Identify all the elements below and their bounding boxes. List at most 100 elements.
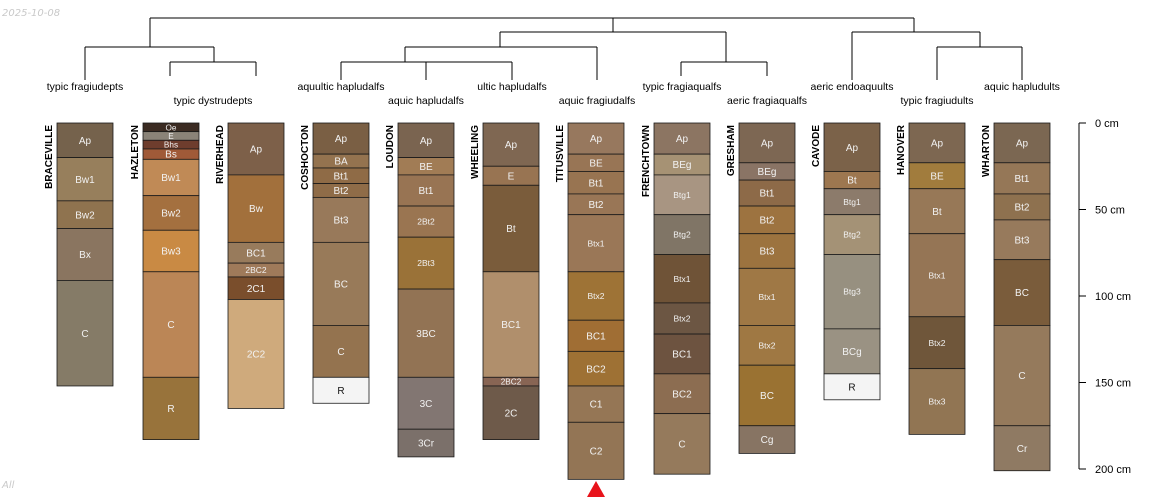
horizon-band: [482, 385, 540, 440]
horizon-band: [738, 233, 796, 269]
horizon-band: [738, 425, 796, 454]
horizon-band: [56, 122, 114, 158]
horizon-label: Bt3: [1014, 235, 1029, 246]
horizon-band: [227, 174, 285, 243]
marker-layer: [587, 481, 605, 497]
horizon-band: [227, 299, 285, 409]
axis-tick-label: 200 cm: [1095, 464, 1131, 476]
soil-profile: Ap Bw BC1 2BC2 2C1 2C2 RIVERHEAD: [215, 122, 285, 409]
horizon-label: Bw2: [75, 210, 95, 221]
horizon-band: [142, 158, 200, 197]
taxa-label: typic fragiaqualfs: [643, 81, 722, 93]
taxa-label: typic fragiudults: [901, 95, 974, 107]
horizon-label: Bt3: [333, 215, 348, 226]
horizon-label: 2C1: [247, 284, 266, 295]
horizon-band: [653, 214, 711, 255]
horizon-label: Bt1: [333, 171, 348, 182]
horizon-label: BC: [1015, 288, 1029, 299]
profile-name: RIVERHEAD: [215, 125, 226, 184]
horizon-label: Bt1: [1014, 174, 1029, 185]
horizon-label: Btx2: [587, 291, 604, 301]
horizon-label: Bw: [249, 204, 264, 215]
horizon-band: [312, 122, 370, 155]
horizon-band: [738, 179, 796, 207]
horizon-band: [908, 122, 966, 164]
horizon-band: [312, 325, 370, 378]
taxa-label: aquic hapludalfs: [388, 95, 464, 107]
horizon-label: C1: [590, 400, 603, 411]
horizon-label: BEg: [673, 160, 692, 171]
soil-profile: Ap BE Bt1 2Bt2 2Bt3 3BC 3C 3Cr LOUDON: [385, 122, 455, 458]
horizon-label: Oe: [166, 123, 177, 132]
horizon-band: [312, 376, 370, 404]
horizon-label: R: [337, 386, 344, 397]
horizon-band: [142, 271, 200, 378]
horizon-label: Bt: [932, 207, 942, 218]
horizon-label: Btg1: [843, 197, 861, 207]
horizon-label: Btg3: [843, 287, 861, 297]
taxa-label: typic fragiudepts: [47, 81, 123, 93]
horizon-label: Bw1: [161, 173, 181, 184]
profile-name: FRENCHTOWN: [641, 125, 652, 197]
horizon-label: 3BC: [416, 329, 435, 340]
profile-name: BRACEVILLE: [44, 125, 55, 189]
horizon-band: [738, 325, 796, 366]
horizon-band: [482, 271, 540, 378]
horizon-label: BEg: [758, 167, 777, 178]
horizon-label: Bw1: [75, 175, 95, 186]
soil-profile: Ap Bt Btg1 Btg2 Btg3 BCg R CAVODE: [811, 122, 881, 401]
depth-axis: 0 cm 50 cm 100 cm 150 cm 200 cm: [1078, 118, 1131, 476]
horizon-label: C: [678, 440, 685, 451]
marker-triangle: [587, 481, 605, 497]
profile-name: CAVODE: [811, 125, 822, 167]
horizon-label: Cg: [761, 435, 774, 446]
horizon-band: [397, 288, 455, 378]
soil-profile: Ap Bt1 Bt2 Bt3 BC C Cr WHARTON: [981, 122, 1051, 472]
horizon-label: Bt1: [588, 178, 603, 189]
taxa-label: aquic hapludults: [984, 81, 1060, 93]
horizon-label: Bt2: [333, 186, 348, 197]
horizon-label: BC1: [586, 331, 606, 342]
horizon-label: Bw2: [161, 209, 181, 220]
horizon-label: BC2: [672, 389, 692, 400]
horizon-label: BA: [334, 157, 348, 168]
horizon-band: [823, 254, 881, 330]
horizon-label: 2C2: [247, 350, 266, 361]
horizon-label: BC1: [501, 320, 521, 331]
horizon-band: [993, 259, 1051, 326]
horizon-label: Btx2: [928, 338, 945, 348]
horizon-label: Btx3: [928, 397, 945, 407]
taxa-label: aeric fragiaqualfs: [727, 95, 807, 107]
taxa-label: aeric endoaquults: [811, 81, 894, 93]
profile-name: COSHOCTON: [300, 125, 311, 190]
profile-name: TITUSVILLE: [555, 125, 566, 183]
horizon-band: [56, 157, 114, 202]
horizon-label: R: [848, 382, 855, 393]
soil-profile: Ap BE Bt Btx1 Btx2 Btx3 HANOVER: [896, 122, 966, 435]
horizon-band: [56, 200, 114, 229]
horizon-label: Ap: [79, 136, 92, 147]
soil-profile: Ap BE Bt1 Bt2 Btx1 Btx2 BC1 BC2 C1 C2 TITUSVILLE: [555, 122, 625, 480]
horizon-label: Ap: [250, 145, 263, 156]
horizon-band: [397, 428, 455, 458]
horizon-band: [823, 214, 881, 255]
horizon-label: Bt1: [418, 186, 433, 197]
horizon-band: [312, 241, 370, 326]
horizon-band: [823, 373, 881, 401]
soil-profile: Ap E Bt BC1 2BC2 2C WHEELING: [470, 122, 540, 440]
horizon-label: BC2: [586, 364, 606, 375]
soil-profile: Ap BEg Btg1 Btg2 Btx1 Btx2 BC1 BC2 C FRENCHTOWN: [641, 122, 711, 475]
horizon-label: 3C: [420, 399, 433, 410]
horizon-band: [738, 122, 796, 164]
horizon-band: [567, 350, 625, 387]
horizon-label: C: [337, 347, 344, 358]
date-stamp: 2025-10-08: [2, 8, 61, 19]
axis-tick-label: 150 cm: [1095, 378, 1131, 390]
horizon-label: 2BC2: [245, 265, 267, 275]
axis-tick-label: 0 cm: [1095, 118, 1119, 130]
horizon-label: Bt3: [759, 247, 774, 258]
horizon-band: [567, 421, 625, 480]
horizon-label: Ap: [590, 134, 603, 145]
horizon-band: [567, 385, 625, 423]
